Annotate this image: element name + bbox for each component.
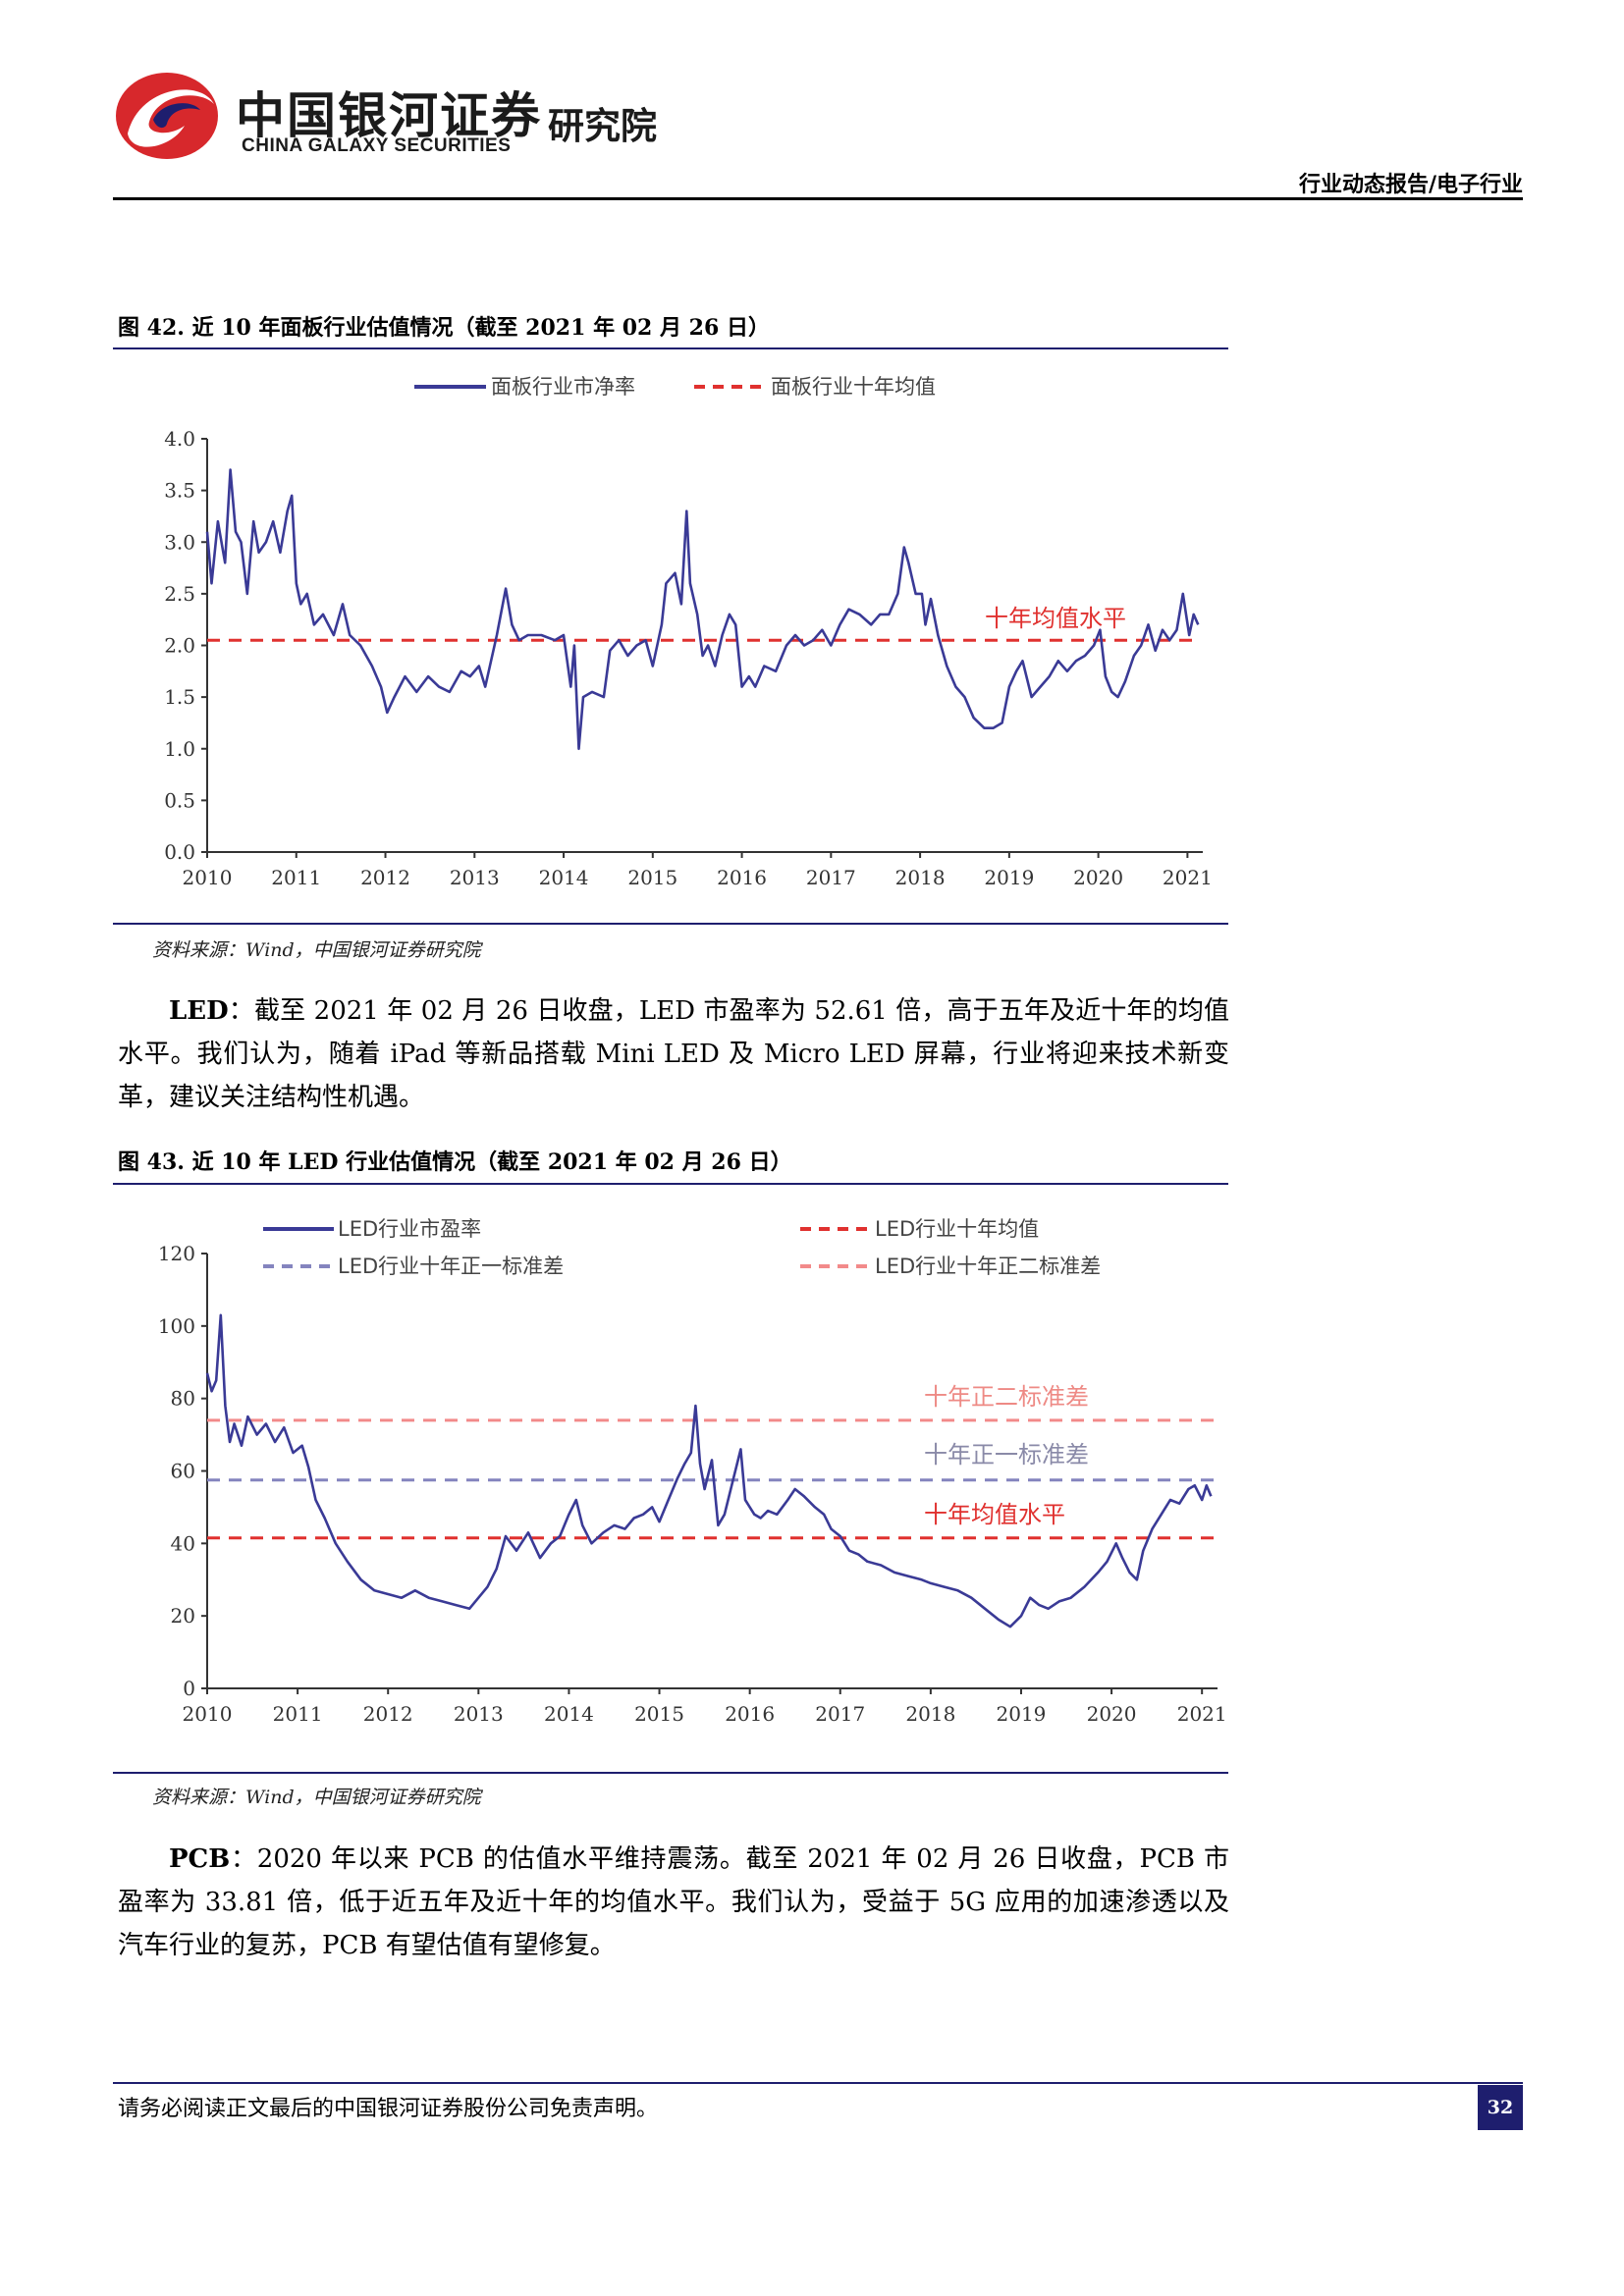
figure-43-source: 资料来源：Wind，中国银河证券研究院 <box>152 1787 481 1808</box>
series-line-led-pe <box>205 1313 1213 1629</box>
led-text: ：截至 2021 年 02 月 26 日收盘，LED 市盈率为 52.61 倍，… <box>118 996 1229 1112</box>
figure-42-caption: 图 42. 近 10 年面板行业估值情况（截至 2021 年 02 月 26 日… <box>118 315 770 341</box>
y-tick-label: 80 <box>171 1387 195 1411</box>
pcb-label: PCB <box>169 1844 231 1874</box>
page-number: 32 <box>1478 2085 1523 2130</box>
x-tick-label: 2016 <box>717 866 767 889</box>
y-tick-label: 4.0 <box>164 427 195 451</box>
series-line-panel-pb <box>205 468 1200 751</box>
figure-42-source: 资料来源：Wind，中国银河证券研究院 <box>152 939 481 961</box>
legend-label: LED行业十年均值 <box>875 1217 1039 1241</box>
x-tick-label: 2010 <box>183 866 233 889</box>
x-tick-label: 2019 <box>997 1702 1047 1726</box>
x-tick-label: 2020 <box>1087 1702 1137 1726</box>
header-rule <box>113 197 1523 200</box>
legend-label: LED行业十年正一标准差 <box>338 1255 564 1278</box>
x-tick-label: 2016 <box>725 1702 775 1726</box>
figure-43-chart: LED行业市盈率 LED行业十年均值 LED行业十年正一标准差 LED行业十年正… <box>158 1217 1227 1726</box>
led-paragraph: LED：截至 2021 年 02 月 26 日收盘，LED 市盈率为 52.61… <box>118 989 1229 1119</box>
x-tick-label: 2021 <box>1163 866 1213 889</box>
footer-disclaimer: 请务必阅读正文最后的中国银河证券股份公司免责声明。 <box>118 2097 659 2121</box>
x-tick-label: 2018 <box>905 1702 955 1726</box>
annotation-plus-two-std: 十年正二标准差 <box>924 1383 1089 1411</box>
y-tick-label: 60 <box>171 1460 195 1483</box>
x-tick-label: 2015 <box>627 866 677 889</box>
x-tick-label: 2011 <box>273 1702 323 1726</box>
y-tick-label: 1.0 <box>164 737 195 761</box>
legend-label: 面板行业十年均值 <box>771 375 936 399</box>
x-tick-label: 2013 <box>454 1702 504 1726</box>
y-tick-label: 3.0 <box>164 530 195 554</box>
report-type: 行业动态报告/电子行业 <box>1298 173 1523 197</box>
legend-label: 面板行业市净率 <box>491 375 635 399</box>
annotation-mean-level: 十年均值水平 <box>985 605 1126 632</box>
x-tick-label: 2017 <box>815 1702 865 1726</box>
y-tick-label: 0 <box>183 1677 195 1700</box>
legend-label: LED行业十年正二标准差 <box>875 1255 1101 1278</box>
x-tick-label: 2010 <box>183 1702 233 1726</box>
x-tick-label: 2012 <box>363 1702 413 1726</box>
y-tick-label: 0.5 <box>164 788 195 812</box>
annotation-mean-level: 十年均值水平 <box>924 1501 1065 1528</box>
y-tick-label: 1.5 <box>164 685 195 709</box>
brand-institute: 研究院 <box>548 105 657 147</box>
pcb-text: ：2020 年以来 PCB 的估值水平维持震荡。截至 2021 年 02 月 2… <box>118 1844 1229 1960</box>
y-tick-label: 2.5 <box>164 582 195 606</box>
y-tick-label: 100 <box>158 1314 195 1338</box>
figure-43-top-rule <box>113 1183 1228 1185</box>
pcb-paragraph: PCB：2020 年以来 PCB 的估值水平维持震荡。截至 2021 年 02 … <box>118 1838 1229 1967</box>
x-tick-label: 2021 <box>1177 1702 1227 1726</box>
company-logo <box>110 65 226 167</box>
x-tick-label: 2020 <box>1073 866 1123 889</box>
y-tick-label: 3.5 <box>164 479 195 503</box>
figure-42-bottom-rule <box>113 923 1228 925</box>
y-tick-label: 2.0 <box>164 634 195 658</box>
footer-rule <box>113 2082 1523 2084</box>
x-tick-label: 2019 <box>984 866 1034 889</box>
brand-name-en: CHINA GALAXY SECURITIES <box>242 135 512 156</box>
x-tick-label: 2013 <box>450 866 500 889</box>
figure-42-top-rule <box>113 347 1228 349</box>
legend-label: LED行业市盈率 <box>338 1217 481 1241</box>
x-tick-label: 2017 <box>806 866 856 889</box>
y-tick-label: 0.0 <box>164 840 195 864</box>
x-tick-label: 2014 <box>539 866 589 889</box>
y-tick-label: 40 <box>171 1531 195 1555</box>
brand-name-cn: 中国银河证券 <box>236 87 542 144</box>
led-label: LED <box>169 996 229 1026</box>
figure-43-bottom-rule <box>113 1772 1228 1774</box>
x-tick-label: 2014 <box>544 1702 594 1726</box>
x-tick-label: 2015 <box>634 1702 684 1726</box>
figure-42-chart: 面板行业市净率 面板行业十年均值 0.0 0.5 1.0 1.5 2.0 2.5 3.0 3.… <box>164 375 1213 889</box>
annotation-plus-one-std: 十年正一标准差 <box>924 1441 1089 1468</box>
y-tick-label: 20 <box>171 1604 195 1628</box>
y-tick-label: 120 <box>158 1242 195 1265</box>
x-tick-label: 2018 <box>895 866 946 889</box>
x-tick-label: 2011 <box>271 866 321 889</box>
x-tick-label: 2012 <box>360 866 410 889</box>
figure-43-caption: 图 43. 近 10 年 LED 行业估值情况（截至 2021 年 02 月 2… <box>118 1149 792 1175</box>
